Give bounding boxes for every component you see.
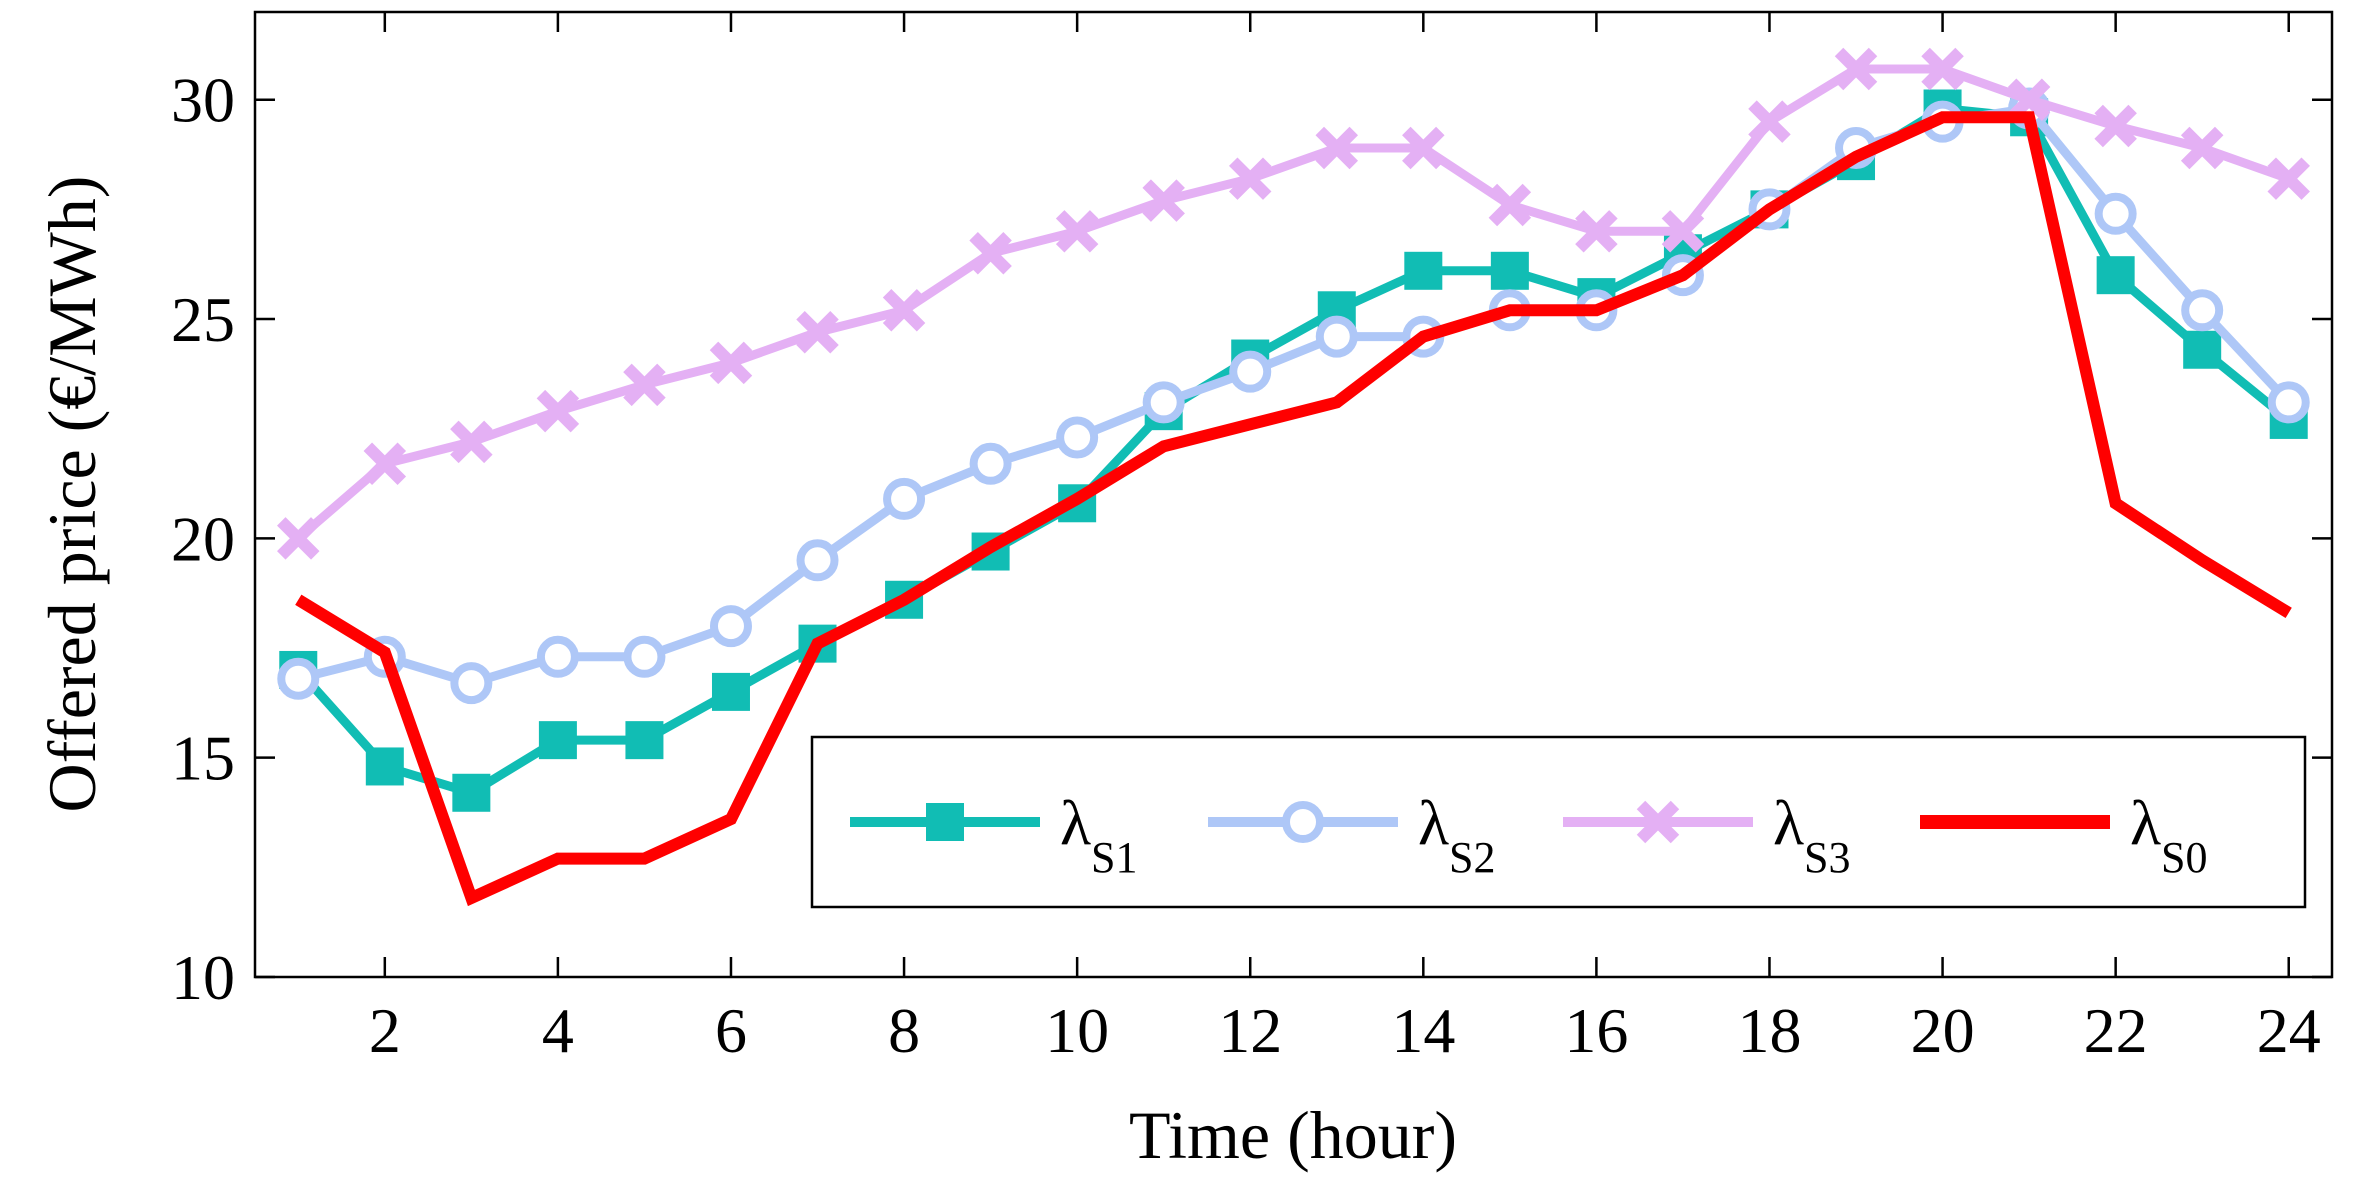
point-s1-5 [625,721,664,760]
legend: λS1 λS2 λS3 λS0 [810,735,2307,909]
series-s1 [279,89,2308,812]
point-s3-21 [2007,78,2051,121]
y-tick-label-30: 30 [171,65,235,136]
point-s1-22 [2096,256,2135,295]
x-tick-label-24: 24 [2257,995,2321,1066]
legend-entry-s3: λS3 [1563,787,1851,882]
legend-marker-s1 [926,803,964,841]
point-s3-15 [1488,183,1532,227]
point-s3-13 [1315,126,1359,170]
x-tick-label-14: 14 [1391,995,1455,1066]
point-s2-24 [2267,381,2310,424]
point-s3-22 [2094,104,2137,148]
legend-label-s1: λS1 [1060,787,1138,882]
point-s2-13 [1315,315,1358,358]
x-tick-label-18: 18 [1737,995,1801,1066]
point-s3-14 [1402,126,1445,170]
series-s0 [295,111,2292,907]
point-s2-6 [709,605,752,648]
x-tick-label-10: 10 [1045,995,1109,1066]
legend-label-s0: λS0 [2130,787,2208,882]
point-s1-6 [711,672,750,711]
point-s3-18 [1748,100,1791,143]
series-layer [277,47,2310,907]
point-s3-9 [969,232,1012,275]
point-s3-17 [1661,210,1705,253]
point-s1-4 [538,721,577,760]
point-s3-11 [1142,179,1185,222]
point-s3-7 [796,310,839,354]
series-line-s1 [294,103,2292,798]
point-s3-8 [882,289,926,332]
point-s3-6 [709,341,753,385]
point-s3-1 [277,517,320,560]
point-s2-10 [1056,416,1099,459]
point-s3-3 [450,420,493,464]
legend-items: λS1 λS2 λS3 λS0 [850,787,2208,882]
point-s3-2 [363,442,407,486]
point-s2-1 [277,657,320,700]
x-axis-title: Time (hour) [1129,1097,1457,1173]
point-s1-3 [452,773,491,812]
x-tick-label-20: 20 [1911,995,1975,1066]
point-s1-14 [1404,251,1443,290]
y-tick-label-15: 15 [171,723,235,794]
point-s2-3 [450,662,493,705]
legend-entry-s0: λS0 [1920,787,2208,882]
plot-frame [253,10,2334,979]
point-s2-5 [623,635,666,678]
legend-label-s3: λS3 [1773,787,1851,882]
point-s2-8 [883,477,926,520]
legend-marker-s3 [1636,800,1680,844]
point-s1-15 [1490,251,1529,290]
point-s2-12 [1229,350,1272,393]
series-line-s3 [295,64,2291,542]
point-s2-23 [2181,289,2224,332]
series-s3 [277,47,2310,560]
point-s3-24 [2267,157,2310,200]
point-s2-22 [2094,192,2137,235]
point-s3-5 [623,363,666,407]
point-s3-20 [1921,47,1964,91]
point-s3-10 [1055,210,1099,253]
legend-label-s2: λS2 [1418,787,1496,882]
x-tick-label-22: 22 [2084,995,2148,1066]
y-axis-title: Offered price (€/MWh) [34,176,110,813]
point-s1-2 [365,747,404,786]
x-tick-label-2: 2 [369,995,401,1066]
point-s3-12 [1228,157,1272,200]
x-tick-label-4: 4 [542,995,574,1066]
x-tick-label-12: 12 [1218,995,1282,1066]
point-s2-4 [536,635,579,678]
y-tick-label-25: 25 [171,284,235,355]
y-tick-label-20: 20 [171,503,235,574]
point-s3-4 [536,389,580,433]
y-tick-label-10: 10 [171,942,235,1013]
point-s3-16 [1575,210,1618,253]
point-s3-23 [2180,126,2224,170]
point-s1-23 [2183,330,2222,369]
x-tick-label-16: 16 [1564,995,1628,1066]
point-s2-11 [1142,381,1185,424]
point-s2-9 [969,442,1012,485]
legend-marker-s2 [1282,801,1324,843]
x-tick-label-6: 6 [715,995,747,1066]
legend-entry-s2: λS2 [1208,787,1496,882]
series-line-s0 [295,111,2292,907]
series-s2 [277,87,2310,705]
legend-entry-s1: λS1 [850,787,1138,882]
x-tick-label-8: 8 [888,995,920,1066]
point-s3-19 [1834,47,1878,91]
point-s2-7 [796,539,839,582]
